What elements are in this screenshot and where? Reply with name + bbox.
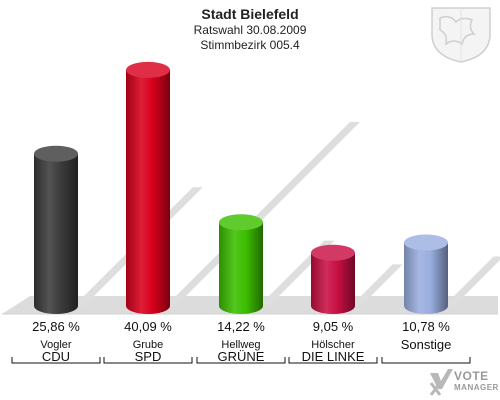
- value-label: 14,22 %: [217, 319, 265, 334]
- vote-check-icon: [429, 369, 453, 396]
- logo-text-manager: MANAGER: [454, 383, 499, 392]
- bar-sonstige: [404, 242, 448, 314]
- bar-top: [34, 145, 78, 162]
- bar-top: [126, 61, 170, 78]
- chart-title: Stadt Bielefeld: [201, 6, 299, 22]
- bar-shadow: [166, 121, 361, 306]
- party-label: DIE LINKE: [302, 349, 365, 364]
- votemanager-logo: VOTE MANAGER: [428, 366, 498, 398]
- bar-cdu: [34, 153, 78, 314]
- bar-top: [404, 234, 448, 251]
- party-label: SPD: [135, 349, 162, 364]
- label-bracket: [288, 357, 378, 364]
- bar-shadow: [444, 256, 500, 306]
- candidate-label: Hölscher: [311, 339, 355, 351]
- candidate-label: Grube: [133, 339, 164, 351]
- party-label: Sonstige: [401, 337, 452, 352]
- label-bracket: [11, 357, 101, 364]
- chart-district: Stimmbezirk 005.4: [200, 38, 300, 52]
- bar-top: [219, 214, 263, 231]
- bar-spd: [126, 69, 170, 314]
- label-bracket: [381, 357, 471, 364]
- value-label: 9,05 %: [313, 319, 354, 334]
- bar-die-linke: [311, 252, 355, 314]
- party-label: CDU: [42, 349, 70, 364]
- value-label: 10,78 %: [402, 319, 450, 334]
- label-bracket: [196, 357, 286, 364]
- logo-text-vote: VOTE: [454, 369, 489, 383]
- bar-shadow: [351, 264, 403, 306]
- candidate-label: Vogler: [40, 339, 72, 351]
- party-label: GRÜNE: [218, 349, 265, 364]
- label-bracket: [103, 357, 193, 364]
- candidate-label: Hellweg: [221, 339, 260, 351]
- chart-subtitle: Ratswahl 30.08.2009: [193, 23, 307, 37]
- value-label: 25,86 %: [32, 319, 80, 334]
- value-label: 40,09 %: [124, 319, 172, 334]
- bar-top: [311, 244, 355, 261]
- bar-gr-ne: [219, 222, 263, 314]
- city-crest-icon: [431, 7, 491, 63]
